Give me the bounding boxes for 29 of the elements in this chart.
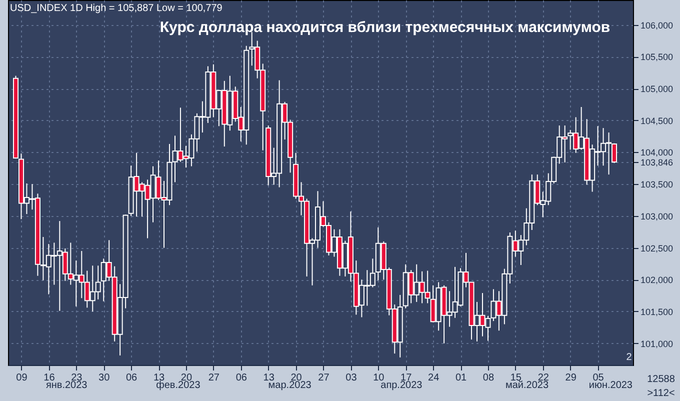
y-tick-label: 104,000 (640, 148, 674, 158)
y-tick-label: 106,000 (640, 20, 674, 30)
text: фев.2023 (156, 380, 201, 391)
y-tick-label: 104,500 (640, 116, 674, 126)
y-tick-label: 103,846 (640, 158, 674, 168)
text: 2 (626, 352, 632, 363)
text: Курс доллара находится вблизи трехмесячных максимумов (160, 19, 610, 36)
x-tick-label: 08 (482, 372, 494, 384)
y-tick-label: 103,500 (640, 180, 674, 190)
y-tick-label: 105,000 (640, 84, 674, 94)
y-tick-label: 103,000 (640, 211, 674, 222)
x-tick-label: 27 (208, 372, 220, 384)
x-tick-label: 29 (565, 372, 577, 384)
x-tick-label: 03 (346, 372, 358, 384)
x-tick-label: 01 (455, 372, 468, 384)
x-tick-label: 27 (318, 372, 330, 384)
text: >112< (647, 388, 675, 399)
text: 12588 (647, 374, 676, 385)
y-tick-label: 105,500 (640, 52, 674, 62)
x-tick-label: 24 (428, 372, 440, 384)
y-tick-label: 102,000 (640, 275, 674, 286)
y-tick-label: 101,000 (640, 338, 674, 349)
y-tick-label: 101,500 (640, 306, 674, 317)
y-tick-label: 102,500 (640, 243, 674, 254)
x-tick-label: 09 (16, 372, 28, 384)
x-tick-label: 06 (236, 372, 248, 384)
annotation: USD_INDEX 1D High = 105,887 Low = 100,779 (10, 3, 223, 14)
x-tick-label: 30 (98, 372, 110, 384)
x-tick-label: 06 (126, 372, 138, 384)
